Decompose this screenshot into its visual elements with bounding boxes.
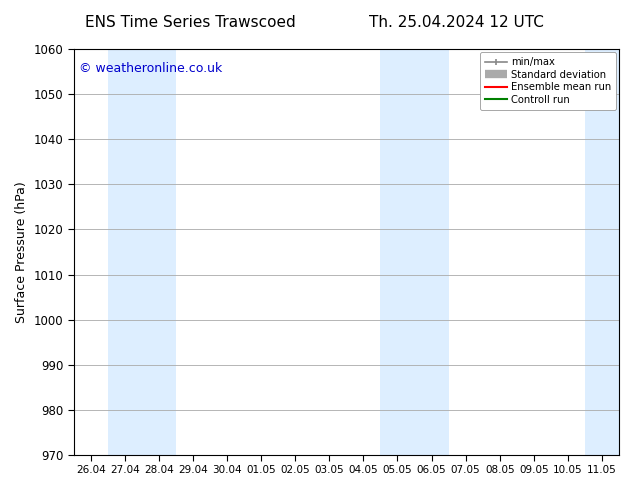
Text: © weatheronline.co.uk: © weatheronline.co.uk xyxy=(79,62,223,74)
Text: Th. 25.04.2024 12 UTC: Th. 25.04.2024 12 UTC xyxy=(369,15,544,30)
Bar xyxy=(108,49,176,455)
Bar xyxy=(585,49,619,455)
Bar xyxy=(380,49,449,455)
Legend: min/max, Standard deviation, Ensemble mean run, Controll run: min/max, Standard deviation, Ensemble me… xyxy=(480,52,616,110)
Y-axis label: Surface Pressure (hPa): Surface Pressure (hPa) xyxy=(15,181,28,323)
Text: ENS Time Series Trawscoed: ENS Time Series Trawscoed xyxy=(85,15,295,30)
